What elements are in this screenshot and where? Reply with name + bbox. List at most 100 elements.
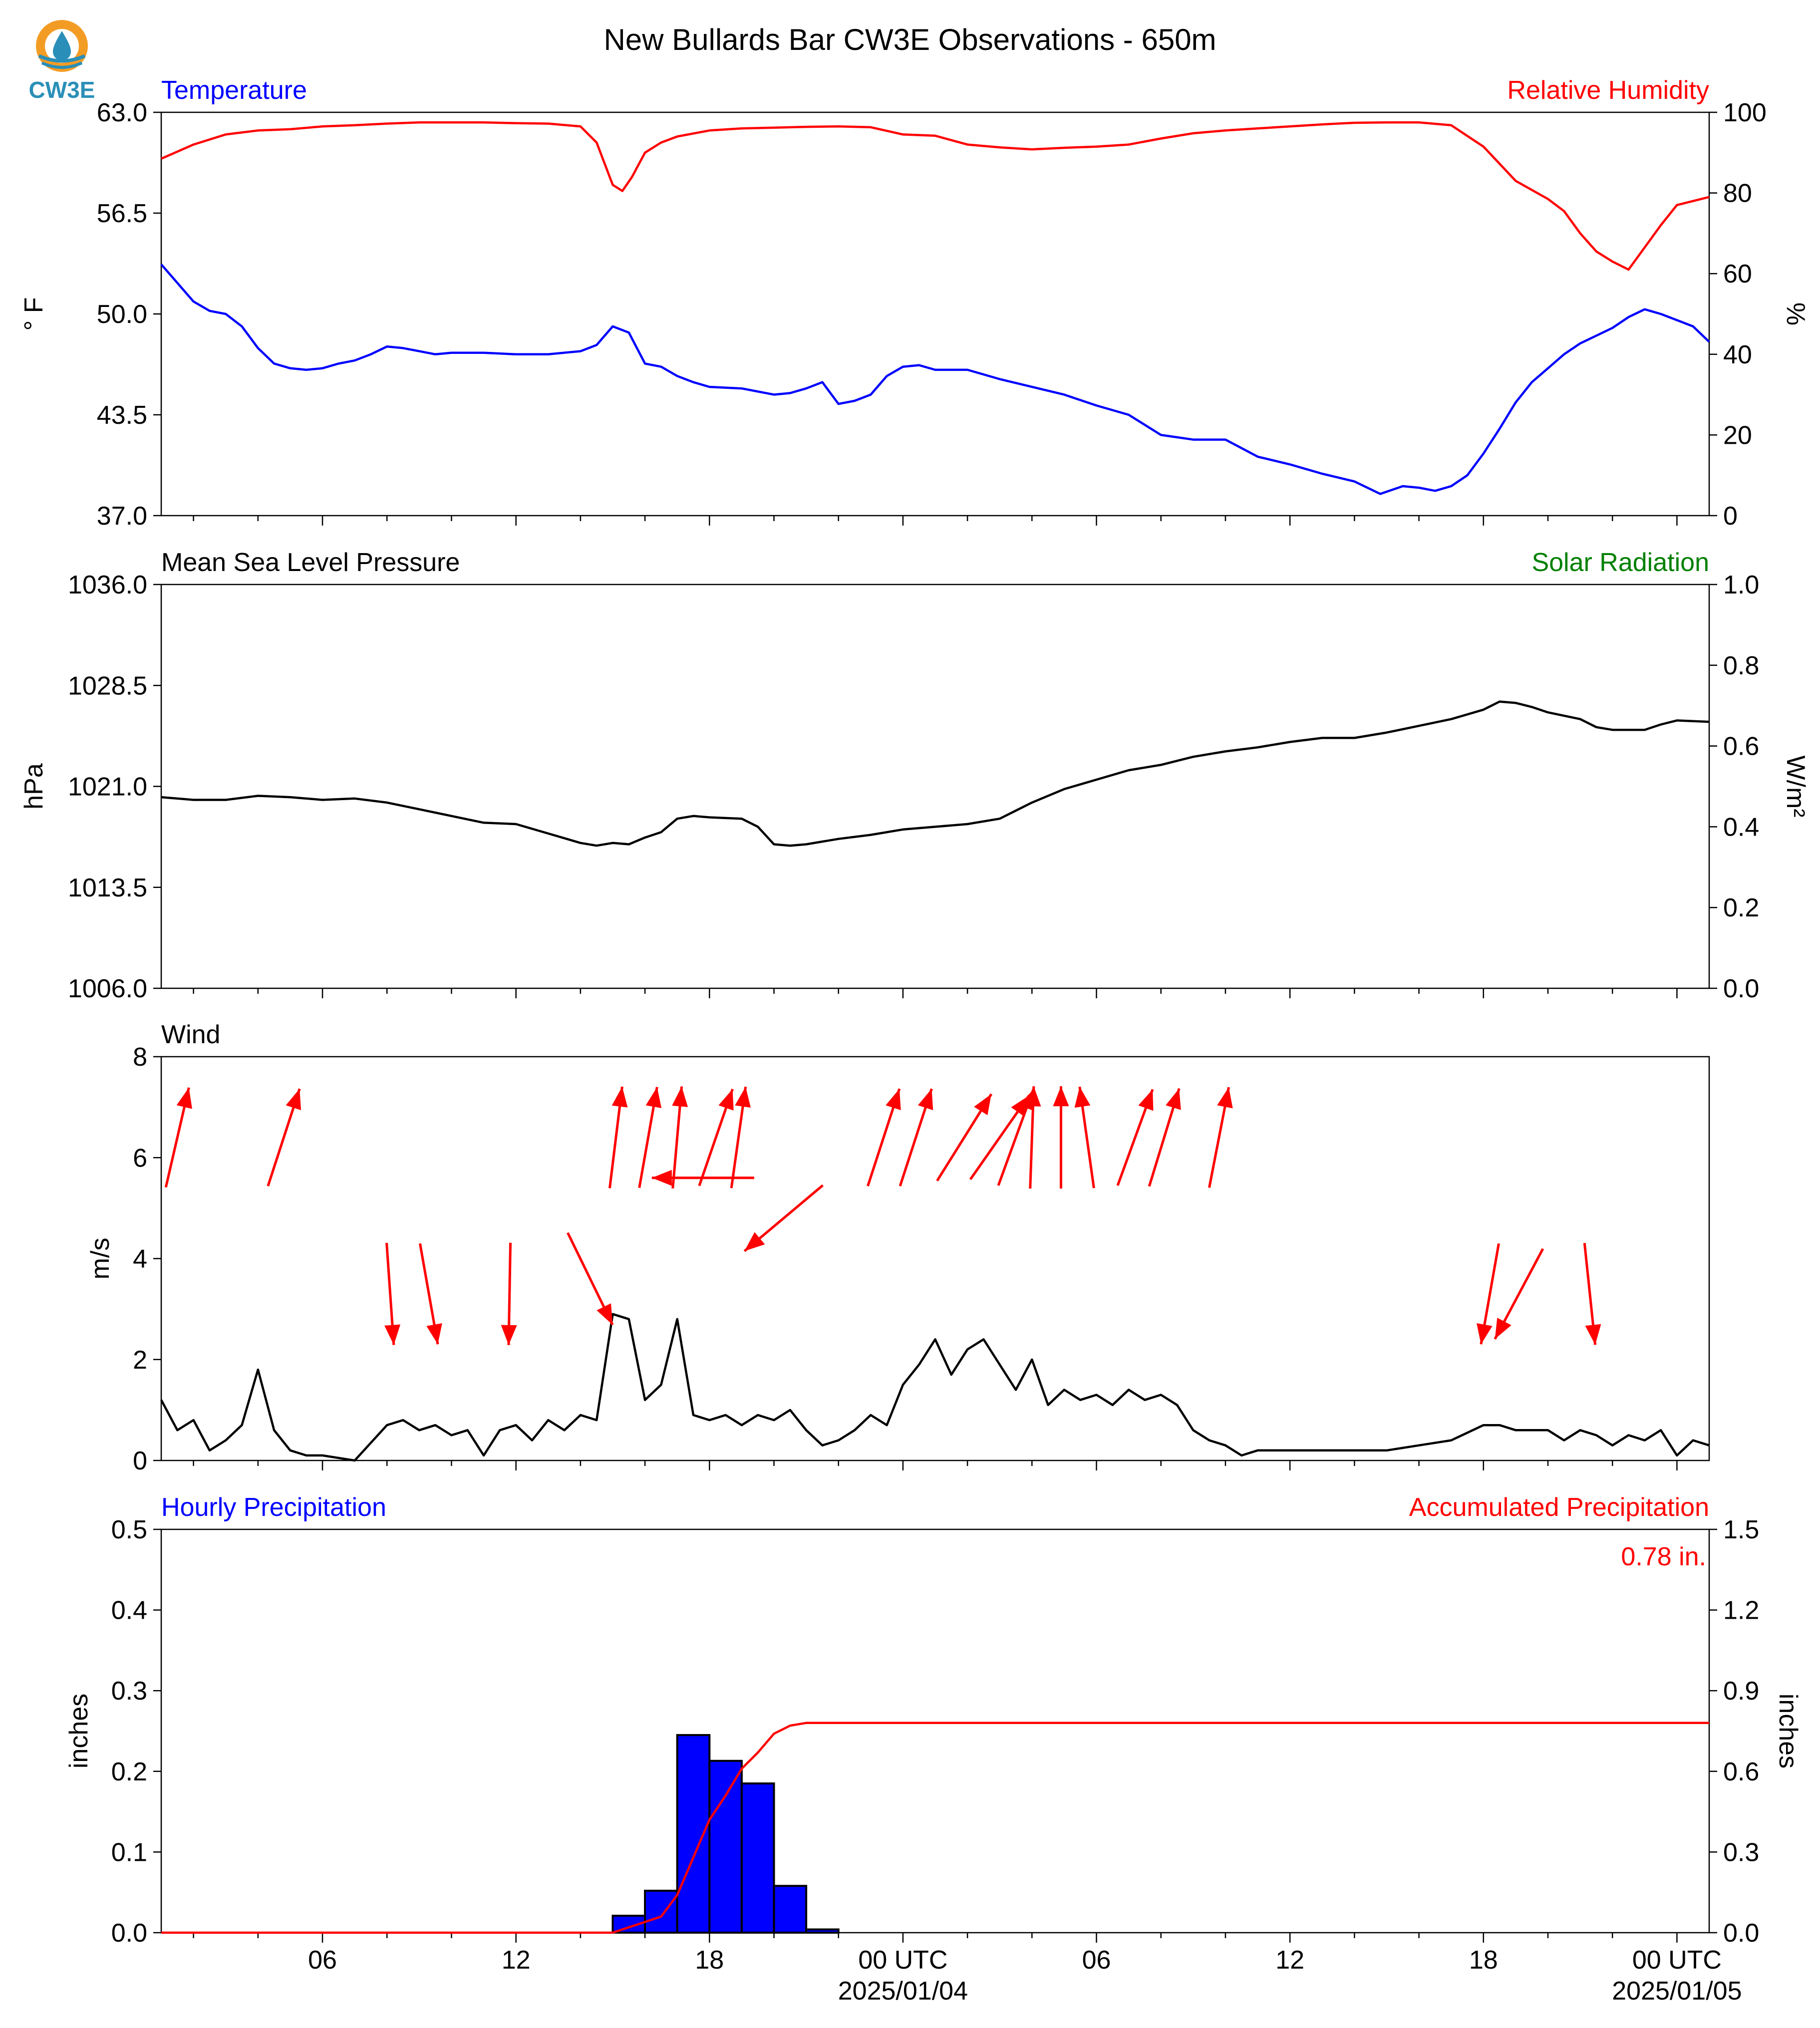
panel-label-left: Temperature bbox=[161, 76, 307, 105]
y-tick-label-left: 1036.0 bbox=[68, 571, 147, 599]
y-tick-label-right: 0.8 bbox=[1723, 651, 1759, 680]
precip-bar bbox=[708, 1759, 743, 1934]
wind-arrow-head bbox=[501, 1325, 517, 1345]
y-tick-label-left: 0.4 bbox=[111, 1596, 147, 1625]
x-tick-date-label: 2025/01/05 bbox=[1612, 1977, 1742, 2006]
wind-arrow-head bbox=[974, 1094, 991, 1116]
y-tick-label-right: 80 bbox=[1723, 179, 1752, 208]
y-tick-label-left: 0 bbox=[133, 1447, 147, 1475]
x-tick-label: 00 UTC bbox=[858, 1946, 947, 1975]
y-axis-label-right: % bbox=[1781, 302, 1810, 325]
panel-label-right: Accumulated Precipitation bbox=[1409, 1493, 1709, 1522]
wind-arrow-head bbox=[1166, 1088, 1181, 1110]
panel-temperature-humidity: 37.0 43.5 50.0 56.5 63.0 0 20 40 60 80 100 ° F % Temp… bbox=[19, 76, 1810, 531]
wind-arrow-head bbox=[735, 1087, 751, 1108]
y-tick-label-right: 0 bbox=[1723, 502, 1738, 531]
panel-precipitation: 0.0 0.1 0.2 0.3 0.4 0.5 0.0 0.3 0.6 0.9 1.2 1.5 inch… bbox=[64, 1493, 1803, 2006]
y-tick-label-right: 0.0 bbox=[1723, 974, 1759, 1003]
wind-arrow-head bbox=[597, 1303, 613, 1325]
cw3e-logo: CW3E bbox=[29, 20, 95, 103]
wind-arrow-head bbox=[1495, 1317, 1512, 1339]
precip-bar bbox=[805, 1928, 840, 1934]
x-tick-label: 06 bbox=[1082, 1946, 1111, 1975]
y-tick-label-left: 6 bbox=[133, 1144, 147, 1172]
panel-label-right: Relative Humidity bbox=[1507, 76, 1709, 105]
y-tick-label-left: 4 bbox=[133, 1245, 147, 1274]
wind-arrow-head bbox=[1585, 1324, 1601, 1345]
series-line-wind-speed bbox=[160, 1313, 1710, 1462]
plot-frame bbox=[160, 1056, 1710, 1461]
logo-wave-1 bbox=[38, 54, 86, 63]
y-tick-label-left: 0.5 bbox=[111, 1515, 147, 1544]
series-line-mean-sea-level-pressure bbox=[161, 700, 1710, 847]
y-tick-label-right: 1.5 bbox=[1723, 1515, 1759, 1544]
y-tick-label-right: 0.2 bbox=[1723, 893, 1759, 922]
accumulated-total-label: 0.78 in. bbox=[1621, 1542, 1706, 1571]
y-axis-label-left: inches bbox=[64, 1694, 93, 1768]
series-line-relative-humidity bbox=[161, 121, 1710, 271]
y-tick-label-left: 2 bbox=[133, 1346, 147, 1375]
precip-bar bbox=[644, 1889, 678, 1934]
wind-arrow-head bbox=[744, 1232, 765, 1251]
panel-pressure-solar: 1006.0 1013.5 1021.0 1028.5 1036.0 0.0 0.2 0.4 0… bbox=[19, 548, 1810, 1003]
y-tick-label-right: 20 bbox=[1723, 421, 1752, 450]
y-tick-label-right: 0.6 bbox=[1723, 732, 1759, 761]
y-axis-label-left: ° F bbox=[19, 297, 48, 330]
wind-arrow-head bbox=[917, 1089, 933, 1111]
wind-arrow-head bbox=[672, 1086, 688, 1107]
panel-label-left: Mean Sea Level Pressure bbox=[161, 548, 460, 577]
y-axis-label-right: W/m² bbox=[1781, 755, 1810, 817]
wind-arrow-head bbox=[651, 1169, 672, 1186]
wind-arrow-head bbox=[384, 1324, 401, 1345]
y-tick-label-right: 0.9 bbox=[1723, 1677, 1759, 1706]
y-tick-label-right: 40 bbox=[1723, 340, 1752, 369]
plot-frame bbox=[160, 111, 1710, 517]
y-axis-label-left: hPa bbox=[19, 763, 48, 810]
wind-arrow-head bbox=[1025, 1086, 1041, 1107]
panel-wind: 0 2 4 6 8 m/s Wind bbox=[86, 1020, 1710, 1475]
wind-arrow-head bbox=[1074, 1087, 1091, 1108]
panel-label-left: Hourly Precipitation bbox=[161, 1493, 386, 1522]
y-tick-label-left: 63.0 bbox=[97, 98, 147, 127]
y-axis-label-right: inches bbox=[1774, 1694, 1803, 1768]
wind-arrow-head bbox=[176, 1087, 192, 1109]
y-tick-label-left: 1006.0 bbox=[68, 974, 147, 1003]
wind-arrow-head bbox=[1138, 1089, 1154, 1111]
panel-label-left: Wind bbox=[161, 1020, 220, 1049]
wind-arrow-head bbox=[286, 1089, 302, 1111]
y-tick-label-right: 1.2 bbox=[1723, 1596, 1759, 1625]
precip-bar bbox=[773, 1885, 808, 1934]
y-tick-label-left: 0.1 bbox=[111, 1838, 147, 1867]
wind-arrow-head bbox=[1053, 1086, 1069, 1107]
x-tick-label: 18 bbox=[1469, 1946, 1498, 1975]
logo-wave-2 bbox=[41, 61, 83, 69]
x-tick-date-label: 2025/01/04 bbox=[838, 1977, 968, 2006]
y-tick-label-right: 0.0 bbox=[1723, 1919, 1759, 1948]
y-tick-label-left: 1013.5 bbox=[68, 873, 147, 902]
y-tick-label-left: 0.3 bbox=[111, 1677, 147, 1706]
y-tick-label-left: 50.0 bbox=[97, 300, 147, 329]
y-tick-label-right: 1.0 bbox=[1723, 571, 1759, 599]
wind-arrow-head bbox=[426, 1323, 442, 1345]
wind-arrow-head bbox=[645, 1087, 662, 1109]
y-tick-label-left: 8 bbox=[133, 1043, 147, 1072]
wind-arrow-head bbox=[1217, 1087, 1233, 1109]
series-line-temperature bbox=[160, 264, 1710, 495]
x-tick-label: 06 bbox=[308, 1946, 337, 1975]
y-tick-label-right: 100 bbox=[1723, 98, 1767, 127]
y-tick-label-left: 43.5 bbox=[97, 401, 147, 430]
plot-frame bbox=[160, 583, 1710, 989]
x-tick-label: 12 bbox=[502, 1946, 531, 1975]
y-tick-label-right: 60 bbox=[1723, 260, 1752, 289]
y-tick-label-left: 37.0 bbox=[97, 502, 147, 531]
figure-title: New Bullards Bar CW3E Observations - 650… bbox=[604, 23, 1216, 56]
wind-arrow-head bbox=[1477, 1323, 1493, 1345]
y-tick-label-left: 1021.0 bbox=[68, 773, 147, 802]
y-tick-label-right: 0.3 bbox=[1723, 1838, 1759, 1867]
y-tick-label-left: 1028.5 bbox=[68, 671, 147, 700]
water-drop-icon bbox=[53, 31, 71, 60]
wind-arrow-head bbox=[611, 1087, 628, 1108]
y-tick-label-left: 0.0 bbox=[111, 1919, 147, 1948]
y-tick-label-right: 0.4 bbox=[1723, 813, 1759, 842]
